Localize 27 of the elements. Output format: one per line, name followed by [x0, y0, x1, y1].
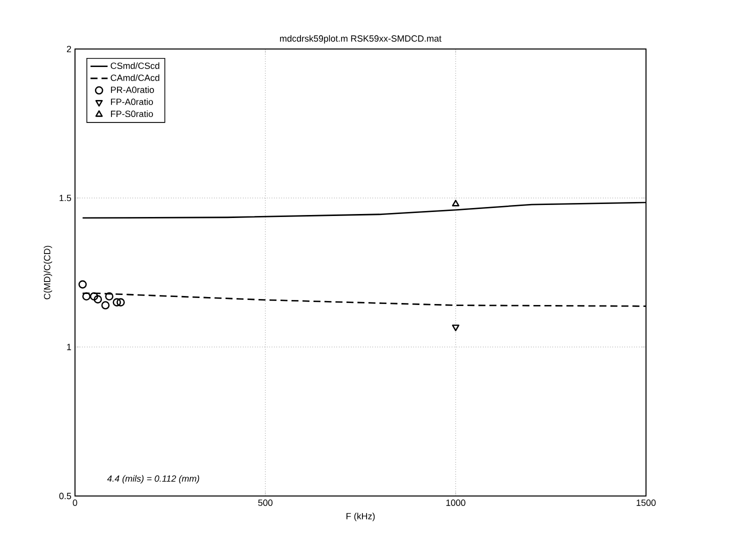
point — [112, 298, 122, 306]
legend-label: CAmd/CAcd — [110, 74, 160, 81]
x-tick-label: 0 — [72, 500, 78, 506]
point — [94, 295, 102, 304]
point — [90, 292, 98, 300]
point — [105, 292, 114, 300]
point — [78, 280, 87, 289]
y-tick-label: 2 — [66, 46, 72, 52]
y-tick-label: 0.5 — [59, 492, 72, 500]
annotation: 4.4 (mils) = 0.112 (mm) — [107, 475, 200, 484]
point — [101, 301, 110, 310]
y-tick-label: 1 — [67, 344, 72, 350]
x-tick-label: 1500 — [636, 500, 656, 506]
x-tick-label: 1000 — [446, 500, 466, 506]
legend-label: CSmd/CScd — [110, 62, 160, 69]
x-axis-title: F (kHz) — [346, 512, 375, 522]
point — [82, 292, 91, 300]
legend-label: PR-A0ratio — [111, 86, 154, 93]
y-tick-label: 1.5 — [60, 194, 72, 202]
x-tick-label: 500 — [258, 500, 272, 506]
chart-title: mdcdrsk59plot.m RSK59xx-SMDCD.mat — [280, 35, 442, 44]
point — [116, 298, 125, 306]
y-axis-title: C(MD)/C(CD) — [44, 246, 52, 300]
legend-label: FP-S0ratio — [111, 110, 153, 118]
legend-label: FP-A0ratio — [111, 98, 153, 106]
point — [452, 200, 460, 206]
point — [452, 324, 460, 332]
